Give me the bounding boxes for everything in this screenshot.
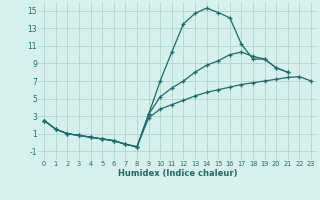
X-axis label: Humidex (Indice chaleur): Humidex (Indice chaleur) xyxy=(118,169,237,178)
